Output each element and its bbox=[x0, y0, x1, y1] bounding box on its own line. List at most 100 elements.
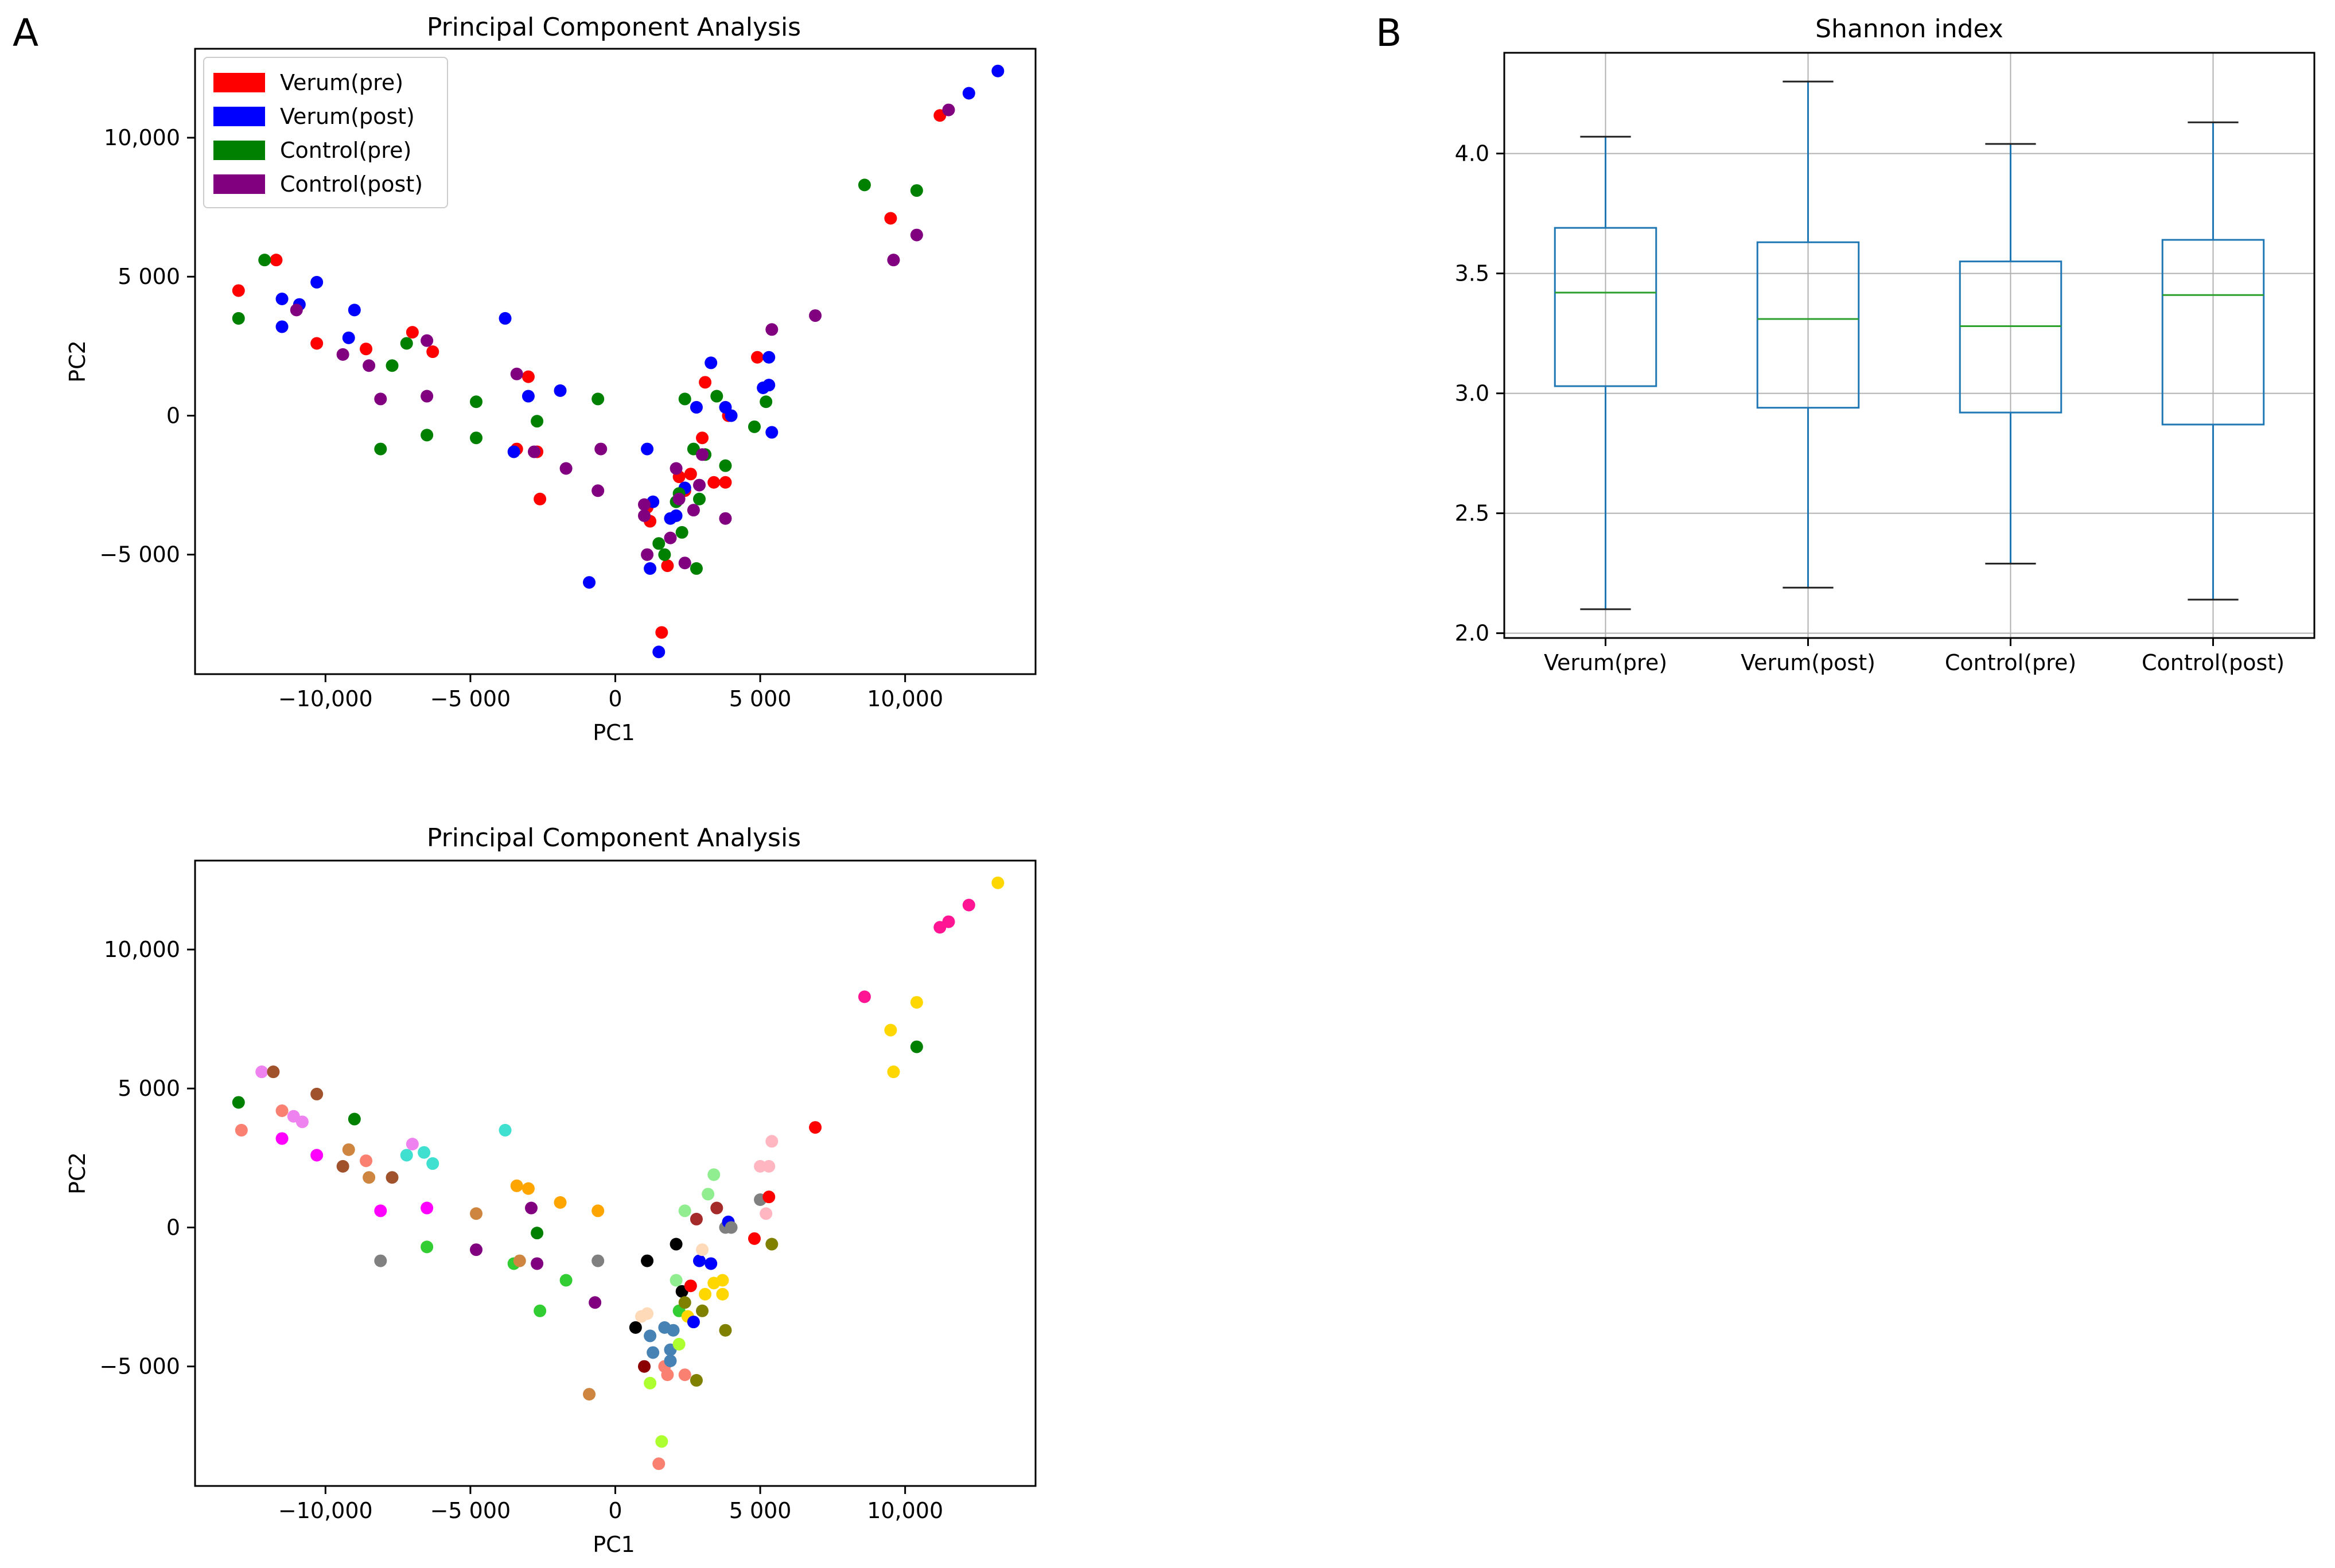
scatter-point-subject bbox=[418, 1146, 431, 1159]
scatter-point-subject bbox=[295, 1115, 309, 1129]
shannon-boxplot: Shannon index 2.0 2.5 3.0 3.5 4.0 Verum(pre)… bbox=[1455, 14, 2315, 675]
pca-group-y-tick-label: 0 bbox=[166, 403, 180, 428]
scatter-point-subject bbox=[719, 1324, 732, 1337]
pca-subject-x-label: PC1 bbox=[593, 1532, 635, 1557]
scatter-point-subject bbox=[406, 1138, 419, 1151]
scatter-point-verum-post bbox=[310, 275, 324, 289]
scatter-point-control-pre bbox=[400, 337, 413, 350]
pca-group-x-tick-label: 0 bbox=[608, 686, 622, 711]
scatter-point-verum-pre bbox=[310, 337, 324, 350]
scatter-point-subject bbox=[647, 1346, 660, 1359]
scatter-point-subject bbox=[235, 1123, 248, 1137]
scatter-point-subject bbox=[678, 1296, 691, 1309]
scatter-point-subject bbox=[991, 876, 1005, 889]
pca-subject-x-tick-label: 10,000 bbox=[867, 1498, 943, 1523]
scatter-point-control-post bbox=[687, 504, 700, 517]
scatter-point-verum-post bbox=[991, 64, 1005, 77]
scatter-point-subject bbox=[232, 1096, 245, 1109]
scatter-point-control-post bbox=[594, 442, 608, 456]
pca-subject-y-tick-label: 5 000 bbox=[118, 1076, 180, 1101]
scatter-point-verum-post bbox=[690, 400, 703, 414]
scatter-point-subject bbox=[629, 1321, 642, 1334]
scatter-point-control-pre bbox=[386, 359, 399, 372]
pca-subject-y-tick-label: −5 000 bbox=[99, 1354, 180, 1379]
scatter-point-subject bbox=[426, 1157, 439, 1170]
scatter-point-subject bbox=[942, 915, 955, 928]
legend-label-control-post: Control(post) bbox=[280, 172, 423, 197]
scatter-point-subject bbox=[699, 1287, 712, 1301]
pca-subject-plot-frame bbox=[194, 859, 1037, 1487]
scatter-point-subject bbox=[710, 1201, 723, 1215]
scatter-point-subject bbox=[510, 1179, 523, 1192]
scatter-point-subject bbox=[693, 1254, 706, 1267]
shannon-y-tick-label: 2.5 bbox=[1455, 501, 1489, 526]
scatter-point-subject bbox=[513, 1254, 526, 1267]
scatter-point-control-pre bbox=[658, 548, 671, 561]
pca-subject-title: Principal Component Analysis bbox=[427, 823, 801, 853]
pca-group-y-label: PC2 bbox=[65, 340, 90, 383]
pca-group-x-tick-label: 5 000 bbox=[729, 686, 792, 711]
scatter-point-control-pre bbox=[531, 415, 544, 428]
scatter-point-control-pre bbox=[374, 442, 387, 456]
scatter-point-control-pre bbox=[421, 429, 434, 442]
scatter-point-verum-pre bbox=[522, 370, 535, 383]
scatter-point-subject bbox=[884, 1024, 897, 1037]
scatter-point-subject bbox=[696, 1243, 709, 1256]
shannon-y-tick-label: 3.5 bbox=[1455, 261, 1489, 286]
legend-swatch-control-pre bbox=[213, 141, 265, 160]
scatter-point-control-post bbox=[336, 348, 349, 361]
scatter-point-control-pre bbox=[690, 562, 703, 575]
scatter-point-control-post bbox=[290, 304, 303, 317]
scatter-point-control-pre bbox=[910, 184, 923, 197]
scatter-point-subject bbox=[583, 1388, 596, 1401]
scatter-point-verum-pre bbox=[696, 431, 709, 445]
scatter-point-control-pre bbox=[710, 390, 723, 403]
scatter-point-control-pre bbox=[760, 395, 773, 408]
scatter-point-subject bbox=[678, 1368, 691, 1382]
scatter-point-verum-post bbox=[962, 87, 975, 100]
scatter-point-subject bbox=[641, 1254, 654, 1267]
scatter-point-control-post bbox=[887, 254, 900, 267]
shannon-x-tick-label: Control(post) bbox=[2142, 650, 2285, 675]
scatter-point-verum-post bbox=[762, 351, 776, 364]
pca-group-x-label: PC1 bbox=[593, 720, 635, 745]
scatter-point-subject bbox=[684, 1279, 697, 1293]
legend-swatch-verum-pre bbox=[213, 73, 265, 92]
scatter-point-subject bbox=[421, 1201, 434, 1215]
scatter-point-control-post bbox=[678, 557, 691, 570]
pca-subject-x-tick-label: 0 bbox=[608, 1498, 622, 1523]
scatter-point-verum-pre bbox=[655, 626, 668, 639]
shannon-y-tick-label: 2.0 bbox=[1455, 621, 1489, 646]
scatter-point-verum-post bbox=[522, 390, 535, 403]
scatter-point-subject bbox=[716, 1274, 729, 1287]
scatter-point-subject bbox=[267, 1065, 280, 1079]
scatter-point-control-post bbox=[664, 531, 677, 544]
scatter-point-control-post bbox=[670, 462, 683, 475]
panel-label-a: A bbox=[13, 11, 38, 55]
shannon-title: Shannon index bbox=[1815, 14, 2003, 44]
scatter-point-subject bbox=[707, 1168, 721, 1181]
scatter-point-subject bbox=[760, 1207, 773, 1220]
scatter-point-subject bbox=[910, 996, 923, 1009]
scatter-point-control-post bbox=[672, 492, 686, 505]
scatter-point-subject bbox=[342, 1143, 355, 1156]
pca-group-x-axis: −10,000 −5 000 0 5 000 10,000 bbox=[278, 674, 943, 711]
scatter-point-verum-post bbox=[725, 409, 738, 422]
scatter-point-subject bbox=[762, 1160, 776, 1173]
pca-group-title: Principal Component Analysis bbox=[427, 13, 801, 42]
scatter-point-control-post bbox=[696, 448, 709, 461]
pca-subject-x-tick-label: −5 000 bbox=[430, 1498, 511, 1523]
shannon-plot-frame bbox=[1503, 52, 2315, 639]
pca-group-chart: Principal Component Analysis −10,000 −5 0… bbox=[65, 13, 1037, 745]
scatter-point-control-pre bbox=[232, 312, 245, 325]
legend-label-verum-post: Verum(post) bbox=[280, 104, 415, 129]
scatter-point-control-post bbox=[421, 390, 434, 403]
scatter-point-subject bbox=[310, 1087, 324, 1100]
scatter-point-verum-pre bbox=[699, 376, 712, 389]
scatter-point-subject bbox=[554, 1196, 567, 1209]
scatter-point-subject bbox=[670, 1238, 683, 1251]
pca-subject-points bbox=[232, 876, 1005, 1470]
pca-group-plot-frame bbox=[194, 48, 1037, 675]
scatter-point-subject bbox=[678, 1204, 691, 1217]
